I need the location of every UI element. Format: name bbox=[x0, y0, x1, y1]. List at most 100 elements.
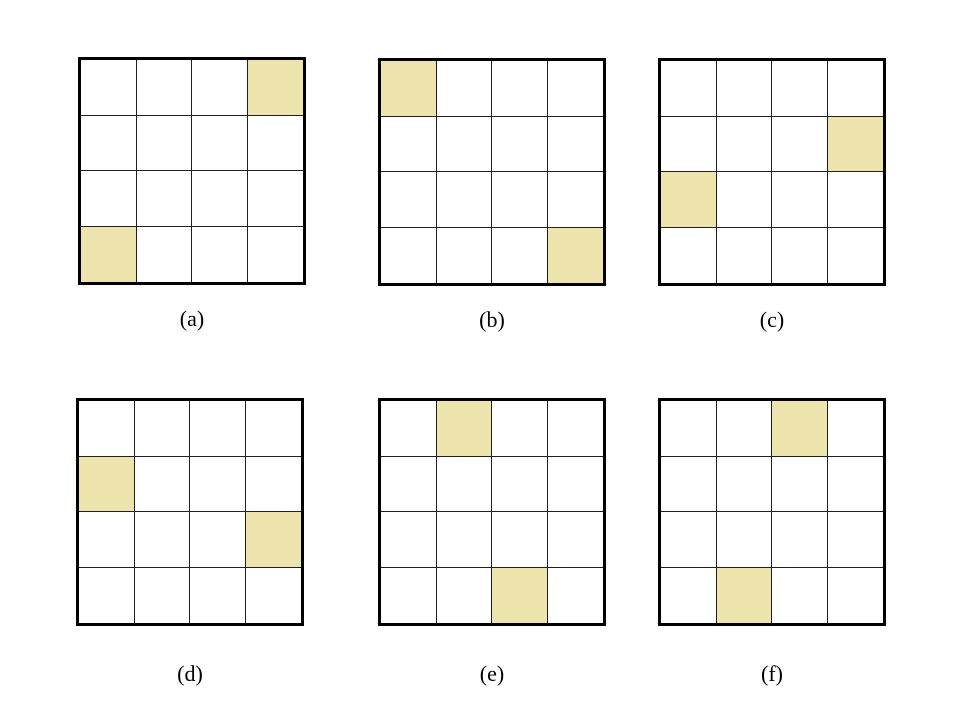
shaded-grid-cell bbox=[81, 226, 137, 282]
panel-d-label: (d) bbox=[177, 661, 203, 686]
panel-a-label: (a) bbox=[179, 306, 205, 331]
grid-cell bbox=[772, 567, 828, 623]
grid-cell bbox=[661, 61, 717, 117]
grid-cell bbox=[772, 227, 828, 283]
grid-cell bbox=[79, 512, 135, 568]
panel-c: (c) bbox=[657, 58, 887, 331]
panel-e-label: (e) bbox=[479, 661, 505, 686]
grid-cell bbox=[661, 512, 717, 568]
grid-cell bbox=[772, 61, 828, 117]
shaded-grid-cell bbox=[436, 401, 492, 457]
grid-cell bbox=[492, 512, 548, 568]
grid-cell bbox=[661, 567, 717, 623]
grid-cell bbox=[547, 401, 603, 457]
grid-cell bbox=[436, 61, 492, 117]
grid-cell bbox=[81, 115, 137, 171]
shaded-grid-cell bbox=[827, 116, 883, 172]
grid-cell bbox=[381, 567, 437, 623]
grid-cell bbox=[492, 61, 548, 117]
shaded-grid-cell bbox=[547, 227, 603, 283]
grid-cell bbox=[136, 171, 192, 227]
grid-cell bbox=[436, 512, 492, 568]
grid-cell bbox=[772, 116, 828, 172]
grid-a bbox=[78, 57, 306, 285]
grid-cell bbox=[190, 456, 246, 512]
grid-cell bbox=[190, 567, 246, 623]
grid-cell bbox=[492, 116, 548, 172]
grid-cell bbox=[436, 456, 492, 512]
grid-cell bbox=[492, 456, 548, 512]
grid-cell bbox=[136, 60, 192, 116]
grid-cell bbox=[437, 567, 492, 623]
grid-cell bbox=[81, 171, 137, 227]
grid-cell bbox=[661, 227, 717, 283]
grid-cell bbox=[492, 172, 548, 228]
shaded-grid-cell bbox=[381, 61, 437, 117]
grid-cell bbox=[827, 172, 883, 228]
grid-cell bbox=[246, 568, 302, 624]
grid-cell bbox=[135, 567, 190, 623]
grid-cell bbox=[136, 115, 192, 171]
grid-cell bbox=[547, 457, 603, 512]
shaded-grid-cell bbox=[492, 567, 548, 623]
grid-cell bbox=[492, 401, 548, 457]
grid-cell bbox=[716, 172, 772, 228]
grid-cell bbox=[717, 227, 772, 283]
grid-cell bbox=[772, 512, 828, 568]
grid-cell bbox=[661, 456, 717, 512]
grid-cell bbox=[547, 512, 603, 568]
grid-e bbox=[378, 398, 606, 626]
grid-cell bbox=[381, 401, 437, 457]
grid-cell bbox=[548, 568, 604, 624]
shaded-grid-cell bbox=[245, 512, 301, 568]
grid-cell bbox=[134, 401, 190, 457]
grid-cell bbox=[381, 512, 437, 568]
grid-cell bbox=[716, 512, 772, 568]
grid-f bbox=[658, 398, 886, 626]
grid-cell bbox=[247, 116, 303, 171]
grid-cell bbox=[381, 456, 437, 512]
grid-cell bbox=[827, 61, 883, 117]
grid-cell bbox=[772, 456, 828, 512]
grid-cell bbox=[827, 401, 883, 457]
shaded-grid-cell bbox=[247, 60, 303, 116]
grid-cell bbox=[827, 457, 883, 512]
panel-f: (f) bbox=[657, 398, 887, 685]
grid-cell bbox=[192, 171, 248, 227]
grid-cell bbox=[192, 226, 248, 282]
grid-cell bbox=[436, 172, 492, 228]
grid-cell bbox=[661, 401, 717, 457]
panel-a: (a) bbox=[77, 57, 307, 330]
grid-cell bbox=[716, 456, 772, 512]
grid-cell bbox=[436, 116, 492, 172]
grid-cell bbox=[437, 227, 492, 283]
grid-cell bbox=[247, 171, 303, 227]
grid-cell bbox=[661, 116, 717, 172]
grid-cell bbox=[248, 227, 304, 283]
panel-e: (e) bbox=[377, 398, 607, 685]
shaded-grid-cell bbox=[79, 456, 135, 512]
grid-cell bbox=[828, 228, 884, 284]
grid-b bbox=[378, 58, 606, 286]
grid-cell bbox=[190, 401, 246, 457]
shaded-grid-cell bbox=[716, 567, 772, 623]
grid-cell bbox=[772, 172, 828, 228]
grid-cell bbox=[492, 227, 548, 283]
grid-cell bbox=[134, 512, 190, 568]
panel-f-label: (f) bbox=[761, 661, 783, 686]
grid-cell bbox=[134, 456, 190, 512]
grid-cell bbox=[190, 512, 246, 568]
grid-cell bbox=[81, 60, 137, 116]
shaded-grid-cell bbox=[661, 172, 717, 228]
grid-cell bbox=[716, 116, 772, 172]
grid-cell bbox=[192, 115, 248, 171]
grid-cell bbox=[137, 226, 192, 282]
shaded-grid-cell bbox=[772, 401, 828, 457]
panel-d: (d) bbox=[75, 398, 305, 685]
grid-cell bbox=[245, 401, 301, 457]
panel-b: (b) bbox=[377, 58, 607, 331]
grid-cell bbox=[381, 227, 437, 283]
grid-cell bbox=[381, 116, 437, 172]
grid-cell bbox=[547, 61, 603, 117]
